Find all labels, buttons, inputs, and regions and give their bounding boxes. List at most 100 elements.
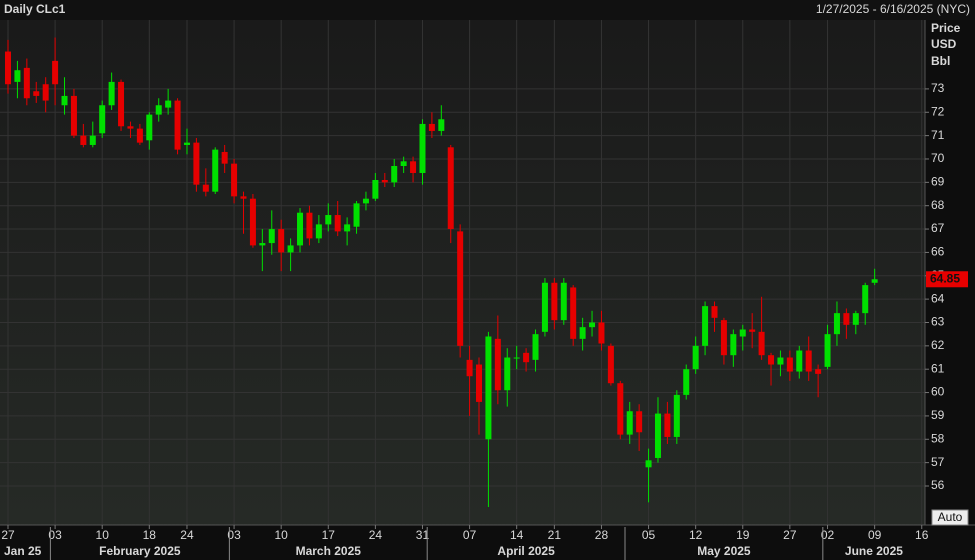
candle-body <box>862 285 869 314</box>
candle-body <box>871 279 878 283</box>
candle-body <box>843 313 850 325</box>
candle-body <box>447 147 454 230</box>
candle-body <box>504 357 511 391</box>
y-tick-label: 68 <box>931 198 945 212</box>
y-tick-label: 69 <box>931 175 945 189</box>
candle-body <box>202 184 209 192</box>
y-tick-label: 66 <box>931 245 945 259</box>
candle-body <box>212 149 219 192</box>
candle-body <box>259 243 266 246</box>
x-tick-label: 16 <box>915 528 929 542</box>
x-tick-label: 17 <box>322 528 336 542</box>
y-tick-label: 70 <box>931 151 945 165</box>
candle-body <box>485 336 492 440</box>
y-tick-label: 67 <box>931 221 945 235</box>
x-tick-label: 02 <box>821 528 835 542</box>
candle-body <box>692 345 699 370</box>
x-tick-label: 05 <box>642 528 656 542</box>
candle-body <box>739 329 746 337</box>
candle-body <box>183 142 190 145</box>
x-tick-label: 07 <box>463 528 477 542</box>
candle-body <box>476 364 482 402</box>
candle-body <box>353 203 360 227</box>
y-axis-label: USD <box>931 37 957 51</box>
y-axis-label: Price <box>931 21 961 35</box>
candle-body <box>136 128 143 143</box>
candle-body <box>372 180 379 199</box>
candle-body <box>400 161 407 166</box>
x-tick-label: 31 <box>416 528 430 542</box>
candle-body <box>664 413 671 437</box>
candle-body <box>560 282 567 321</box>
candle-body <box>645 460 652 468</box>
candle-body <box>551 282 558 321</box>
candle-body <box>617 383 624 435</box>
candle-body <box>466 359 473 377</box>
auto-button-label[interactable]: Auto <box>938 510 963 524</box>
candle-body <box>598 322 605 344</box>
candle-body <box>824 334 831 367</box>
candle-body <box>777 357 784 365</box>
candle-body <box>673 394 680 437</box>
candle-body <box>758 331 765 356</box>
candle-body <box>428 123 435 131</box>
x-tick-label: 24 <box>180 528 194 542</box>
candle-body <box>33 91 40 96</box>
candle-body <box>80 135 87 145</box>
candle-body <box>174 100 181 150</box>
x-tick-label: 12 <box>689 528 703 542</box>
candle-body <box>42 84 49 101</box>
candle-body <box>683 369 690 395</box>
x-tick-label: 28 <box>595 528 609 542</box>
candle-body <box>494 338 501 391</box>
y-tick-label: 73 <box>931 81 945 95</box>
candle-body <box>805 350 812 372</box>
candle-body <box>240 196 247 199</box>
candle-body <box>796 350 803 372</box>
candle-body <box>297 212 304 246</box>
y-tick-label: 56 <box>931 478 945 492</box>
candle-body <box>541 282 548 332</box>
candle-body <box>720 320 727 356</box>
x-tick-label: 09 <box>868 528 882 542</box>
month-label: May 2025 <box>697 544 751 558</box>
candle-body <box>579 327 586 339</box>
candle-body <box>14 70 21 82</box>
candle-body <box>334 215 341 232</box>
candle-body <box>5 51 11 85</box>
candle-body <box>768 355 775 365</box>
candle-body <box>786 357 793 372</box>
last-price-label: 64.85 <box>930 271 960 285</box>
candle-body <box>589 322 596 328</box>
x-tick-label: 10 <box>96 528 110 542</box>
x-tick-label: 03 <box>227 528 241 542</box>
x-tick-label: 14 <box>510 528 524 542</box>
x-tick-label: 27 <box>1 528 15 542</box>
candle-body <box>532 334 539 360</box>
candle-body <box>607 345 614 384</box>
x-tick-label: 21 <box>548 528 562 542</box>
x-tick-label: 18 <box>143 528 157 542</box>
candle-body <box>325 215 332 225</box>
candle-body <box>221 151 228 164</box>
x-tick-label: 19 <box>736 528 750 542</box>
candle-body <box>108 81 115 106</box>
month-label: June 2025 <box>845 544 903 558</box>
x-tick-label: 27 <box>783 528 797 542</box>
candle-body <box>654 413 661 458</box>
candle-body <box>155 105 162 115</box>
candle-body <box>513 357 520 359</box>
auto-button[interactable] <box>931 509 969 526</box>
x-tick-label: 10 <box>275 528 289 542</box>
candle-body <box>306 212 313 239</box>
y-tick-label: 72 <box>931 104 945 118</box>
candle-body <box>523 352 530 363</box>
candle-body <box>231 163 238 197</box>
candle-body <box>570 287 577 339</box>
candle-body <box>457 231 464 346</box>
candle-body <box>410 161 417 173</box>
y-tick-label: 71 <box>931 128 945 142</box>
candle-body <box>419 123 426 173</box>
candle-body <box>249 198 256 246</box>
